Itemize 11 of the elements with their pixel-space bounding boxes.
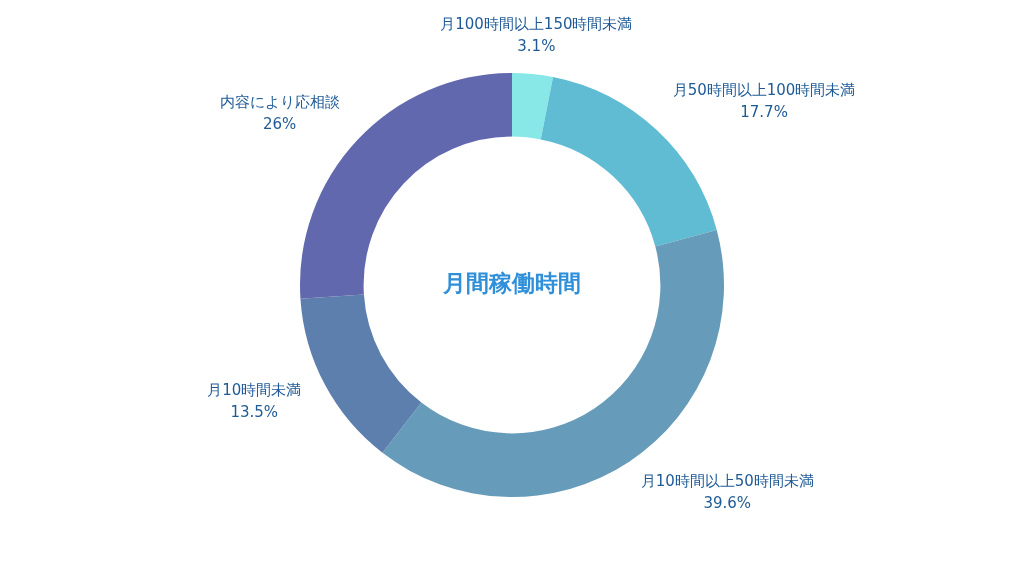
slice-label: 月50時間以上100時間未満 bbox=[672, 81, 856, 100]
slice-label: 月10時間未満 bbox=[207, 381, 302, 400]
slice-label: 月100時間以上150時間未満 bbox=[440, 15, 633, 34]
data-label: 39.6% bbox=[703, 493, 752, 512]
data-label: 17.7% bbox=[740, 103, 788, 122]
slice-label: 月10時間以上50時間未満 bbox=[640, 471, 814, 490]
text: 月間稼働時間 bbox=[442, 269, 581, 296]
data-label: 13.5% bbox=[230, 403, 279, 422]
data-label: 3.1% bbox=[517, 37, 556, 56]
data-label: 26% bbox=[262, 114, 297, 133]
slice-label: 内容により応相談 bbox=[219, 92, 340, 111]
